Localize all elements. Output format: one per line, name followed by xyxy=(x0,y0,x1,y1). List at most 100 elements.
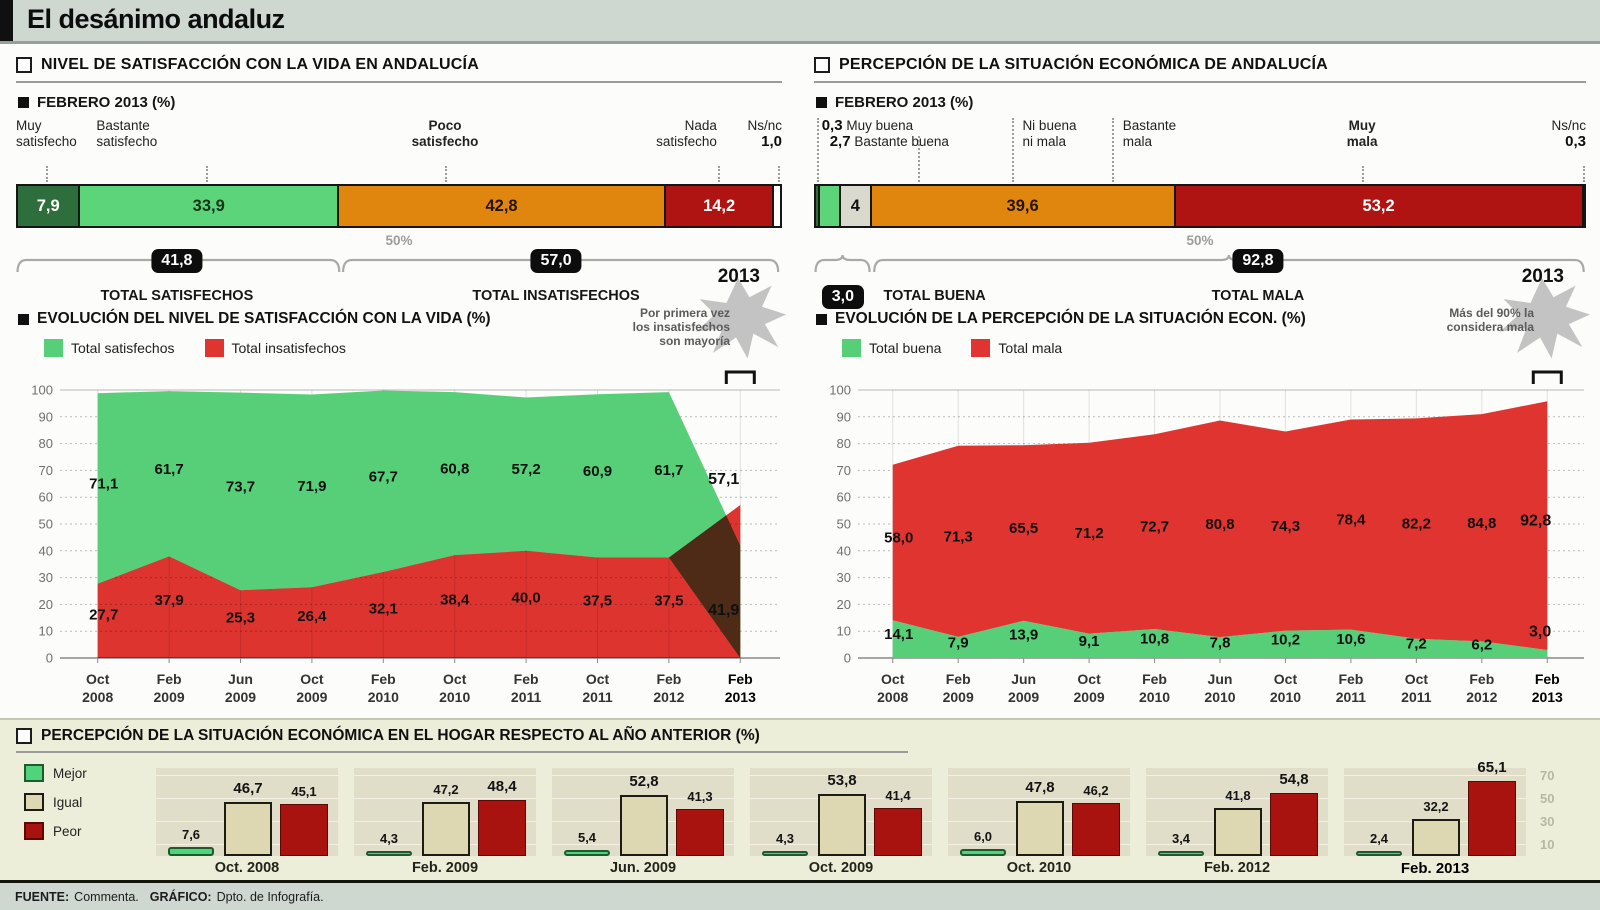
x-label-month: Oct xyxy=(586,671,610,687)
x-label-month: Feb xyxy=(1535,671,1560,687)
value-label-red: 25,3 xyxy=(226,610,255,627)
bar-value-label: 45,1 xyxy=(291,784,317,800)
y-tick-label: 10 xyxy=(837,624,851,639)
group-plot: 7,6 46,7 45,1 xyxy=(156,768,338,856)
x-label-month: Feb xyxy=(157,671,182,687)
brace xyxy=(814,254,871,273)
evolution-title: EVOLUCIÓN DEL NIVEL DE SATISFACCIÓN CON … xyxy=(37,310,491,327)
label-nsnc: Ns/nc 1,0 xyxy=(747,118,782,150)
bar-segment-value: 53,2 xyxy=(1362,196,1395,215)
group-gridline xyxy=(948,797,1130,799)
value-label-red: 71,3 xyxy=(944,528,973,545)
group-plot: 5,4 52,8 41,3 xyxy=(552,768,734,856)
label-poco-satisfecho: Poco satisfecho xyxy=(411,118,479,149)
axis-tick-label: 50 xyxy=(1540,790,1555,806)
bar-segment-value: 4 xyxy=(850,196,860,215)
group-label: Oct. 2008 xyxy=(214,860,280,876)
bar-mejor xyxy=(366,851,412,856)
x-label-month: Feb xyxy=(371,671,396,687)
x-label-year: 2009 xyxy=(943,689,974,705)
y-tick-label: 50 xyxy=(39,517,53,532)
value-label-green: 60,9 xyxy=(583,463,612,480)
bar-value-label: 7,6 xyxy=(181,827,201,843)
brace xyxy=(873,254,1585,273)
x-label-year: 2010 xyxy=(1139,689,1170,705)
value-label-green: 9,1 xyxy=(1079,633,1100,650)
x-label-year: 2008 xyxy=(82,689,113,705)
x-label-year: 2011 xyxy=(582,689,613,705)
bar-segment-nada-satisfecho: 14,2 xyxy=(663,186,773,226)
leader-line xyxy=(918,136,921,182)
bar-igual xyxy=(224,802,272,856)
household-right-axis: 10 30 50 70 xyxy=(1536,756,1590,878)
value-label-green: 13,9 xyxy=(1009,626,1038,643)
value-label-green: 6,2 xyxy=(1471,636,1492,653)
legend-item: Peor xyxy=(24,822,87,840)
value-label-green: 57,2 xyxy=(511,461,540,478)
total-insatisfechos-label: TOTAL INSATISFECHOS xyxy=(472,288,640,304)
leader-line xyxy=(444,166,447,182)
value-label-red: 72,7 xyxy=(1140,519,1169,536)
subsection-title: FEBRERO 2013 (%) xyxy=(835,94,974,111)
bar-mejor xyxy=(168,847,214,856)
leader-line xyxy=(1582,166,1585,182)
total-mala-badge: 92,8 xyxy=(1232,249,1284,273)
x-label-month: Jun xyxy=(1011,671,1036,687)
page-title: El desánimo andaluz xyxy=(27,4,285,34)
burst-arrow-icon xyxy=(695,278,786,359)
evolution-header: EVOLUCIÓN DE LA PERCEPCIÓN DE LA SITUACI… xyxy=(816,310,1306,328)
graphic-value: Dpto. de Infografía. xyxy=(216,889,324,904)
value-label-red: 37,9 xyxy=(154,592,183,609)
axis-tick-label: 70 xyxy=(1540,767,1555,783)
x-label-year: 2009 xyxy=(1074,689,1105,705)
bar-peor xyxy=(478,800,526,856)
label-muy-buena: 0,3 Muy buena 2,7 Bastante buena xyxy=(821,117,949,150)
x-label-year: 2010 xyxy=(1270,689,1301,705)
household-groups: 7,6 46,7 45,1 Oct. 2008 4,3 47,2 48,4 Feb. 2009… xyxy=(150,756,1590,878)
legend-label: Mejor xyxy=(53,765,87,781)
x-label-year: 2010 xyxy=(439,689,470,705)
label-muy-satisfecho: Muy satisfecho xyxy=(16,118,77,149)
group-gridline xyxy=(1146,774,1328,776)
bar-value-label: 41,3 xyxy=(687,788,713,804)
value-label-red: 74,3 xyxy=(1271,518,1300,535)
household-group: 6,0 47,8 46,2 Oct. 2010 xyxy=(942,756,1140,878)
bar-value-label: 32,2 xyxy=(1423,798,1449,814)
legend-item: Igual xyxy=(24,793,87,811)
y-tick-label: 30 xyxy=(837,570,851,585)
value-label-green: 61,7 xyxy=(654,462,683,479)
group-label: Oct. 2010 xyxy=(1006,860,1072,876)
legend-swatch-mejor xyxy=(24,764,44,782)
leader-line xyxy=(778,166,781,182)
value-label-red: 82,2 xyxy=(1402,516,1431,533)
square-bullet-icon xyxy=(18,313,29,325)
bar-peor xyxy=(280,804,328,856)
value-label-red: 58,0 xyxy=(884,529,913,546)
x-label-month: Oct xyxy=(86,671,110,687)
graphic-label: GRÁFICO: xyxy=(149,889,212,904)
bar-value-label: 65,1 xyxy=(1477,759,1507,777)
evolution-legend: Total satisfechos Total insatisfechos xyxy=(44,339,346,357)
group-gridline xyxy=(156,774,338,776)
checkbox-marker-icon xyxy=(16,57,32,73)
y-tick-label: 20 xyxy=(39,597,53,612)
x-label-month: Feb xyxy=(514,671,539,687)
satisfaction-panel: NIVEL DE SATISFACCIÓN CON LA VIDA EN AND… xyxy=(16,52,786,712)
value-label-red: 26,4 xyxy=(297,608,327,625)
bar-segment-bastante-buena xyxy=(818,186,839,226)
bar-labels: 0,3 Muy buena 2,7 Bastante buena Ni buena… xyxy=(814,118,1586,166)
y-tick-label: 90 xyxy=(39,409,53,424)
household-group: 2,4 32,2 65,1 Feb. 2013 xyxy=(1338,756,1536,878)
y-tick-label: 10 xyxy=(39,624,53,639)
value-label-red: 37,5 xyxy=(654,593,683,610)
y-tick-label: 80 xyxy=(39,436,53,451)
y-tick-label: 50 xyxy=(837,517,851,532)
section-title: PERCEPCIÓN DE LA SITUACIÓN ECONÓMICA EN … xyxy=(41,727,760,744)
bar-peor xyxy=(1468,781,1516,856)
value-label-red: 92,8 xyxy=(1520,513,1551,530)
bar-segment-bastante-mala: 39,6 xyxy=(869,186,1174,226)
bar-value-label: 3,4 xyxy=(1171,831,1191,846)
economy-section-header: PERCEPCIÓN DE LA SITUACIÓN ECONÓMICA DE … xyxy=(814,56,1586,83)
area-insatisfechos xyxy=(97,504,741,658)
bar-value-label: 52,8 xyxy=(629,773,659,791)
